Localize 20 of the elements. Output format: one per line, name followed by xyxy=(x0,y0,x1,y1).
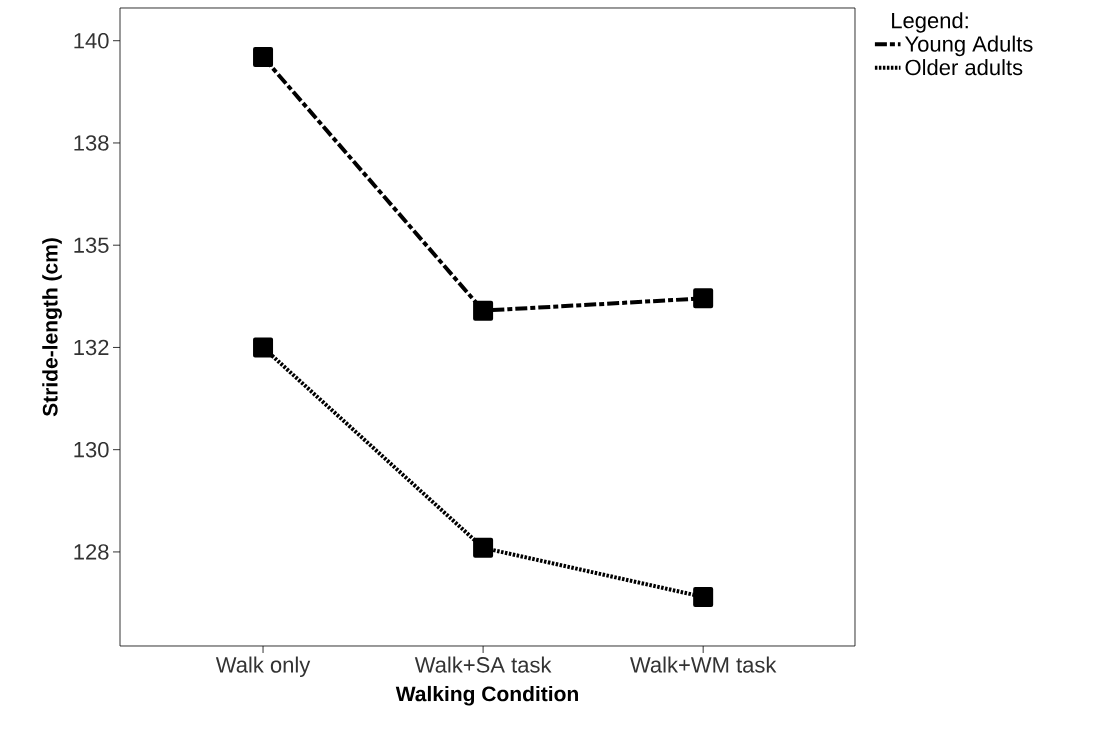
x-tick-label: Walk only xyxy=(215,656,311,678)
legend-label: Older adults xyxy=(905,59,1023,76)
y-tick-label: 138 xyxy=(74,135,109,151)
point xyxy=(693,586,714,607)
y-tick-label: 135 xyxy=(74,237,109,253)
point xyxy=(473,537,494,558)
point xyxy=(693,288,714,309)
point xyxy=(253,47,274,68)
legend-title: Legend: xyxy=(892,12,968,33)
y-tick-label: 140 xyxy=(74,32,109,49)
x-axis-title: Walking Condition xyxy=(395,685,578,706)
legend-label: Young Adults xyxy=(904,35,1033,57)
x-tick-label: Walk+WM task xyxy=(630,656,777,673)
y-axis-title: Stride-length (cm) xyxy=(42,238,62,417)
y-tick-label: 132 xyxy=(74,339,109,356)
y-tick-label: 130 xyxy=(74,441,109,458)
point xyxy=(253,337,274,358)
x-tick-label: Walk+SA task xyxy=(414,656,552,673)
y-tick-label: 128 xyxy=(74,544,109,560)
point xyxy=(473,300,494,321)
